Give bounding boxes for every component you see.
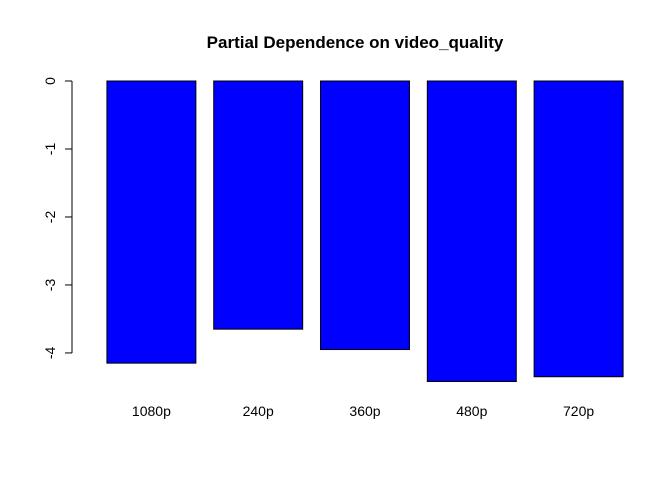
bar-720p xyxy=(533,80,624,378)
bar-480p xyxy=(426,80,517,382)
bar-360p xyxy=(320,80,410,351)
x-category-label: 240p xyxy=(243,403,274,419)
x-category-label: 720p xyxy=(563,403,594,419)
y-axis: 0 -1 -2 -3 -4 xyxy=(42,77,73,360)
y-tick-label: 0 xyxy=(42,77,58,85)
x-category-label: 1080p xyxy=(132,403,171,419)
x-axis-labels: 1080p 240p 360p 480p 720p xyxy=(132,403,594,419)
y-tick-label: -4 xyxy=(42,347,58,360)
x-category-label: 480p xyxy=(456,403,487,419)
chart-title: Partial Dependence on video_quality xyxy=(207,33,504,52)
bar-240p xyxy=(213,80,304,330)
bar-1080p xyxy=(106,80,197,364)
bars-group xyxy=(106,80,624,382)
y-tick-label: -2 xyxy=(42,211,58,224)
y-tick-label: -3 xyxy=(42,279,58,292)
x-category-label: 360p xyxy=(349,403,380,419)
y-tick-label: -1 xyxy=(42,143,58,156)
